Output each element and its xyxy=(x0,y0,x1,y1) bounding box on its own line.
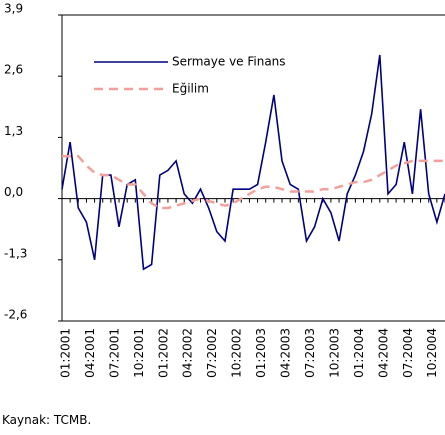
series-line xyxy=(61,54,445,271)
x-tick-label: 04:2002 xyxy=(181,328,195,378)
legend-label: Eğilim xyxy=(172,82,209,96)
legend-label: Sermaye ve Finans xyxy=(172,55,286,69)
x-tick-label: 01:2003 xyxy=(254,328,268,378)
x-tick-label: 10:2003 xyxy=(327,328,341,378)
y-tick-label: -2,6 xyxy=(4,308,27,322)
source-note: Kaynak: TCMB. xyxy=(2,413,92,427)
y-tick-label: 1,3 xyxy=(4,124,23,138)
x-tick-label: 04:2004 xyxy=(376,328,390,378)
x-tick-label: 07:2002 xyxy=(205,328,219,378)
chart: Sermaye ve Finans Eğilim -2,6 -1,3 0,0 1,3 2… xyxy=(4,2,445,378)
x-tick-label: 04:2003 xyxy=(279,328,293,378)
x-tick-label: 01:2004 xyxy=(352,328,366,378)
x-tick-label: 07:2001 xyxy=(107,328,121,378)
y-tick-label: 3,9 xyxy=(4,2,23,16)
y-tick-label: -1,3 xyxy=(4,246,27,260)
x-tick-label: 07:2004 xyxy=(401,328,415,378)
x-tick-label: 10:2002 xyxy=(230,328,244,378)
series-line xyxy=(62,154,445,210)
y-tick-label: 2,6 xyxy=(4,63,23,77)
y-tick-label: 0,0 xyxy=(4,185,23,199)
x-tick-label: 01:2002 xyxy=(156,328,170,378)
x-tick-label: 01:2001 xyxy=(59,328,73,378)
x-tick-label: 10:2001 xyxy=(132,328,146,378)
x-tick-label: 10:2004 xyxy=(425,328,439,378)
x-tick-label: 07:2003 xyxy=(303,328,317,378)
x-tick-label: 04:2001 xyxy=(83,328,97,378)
